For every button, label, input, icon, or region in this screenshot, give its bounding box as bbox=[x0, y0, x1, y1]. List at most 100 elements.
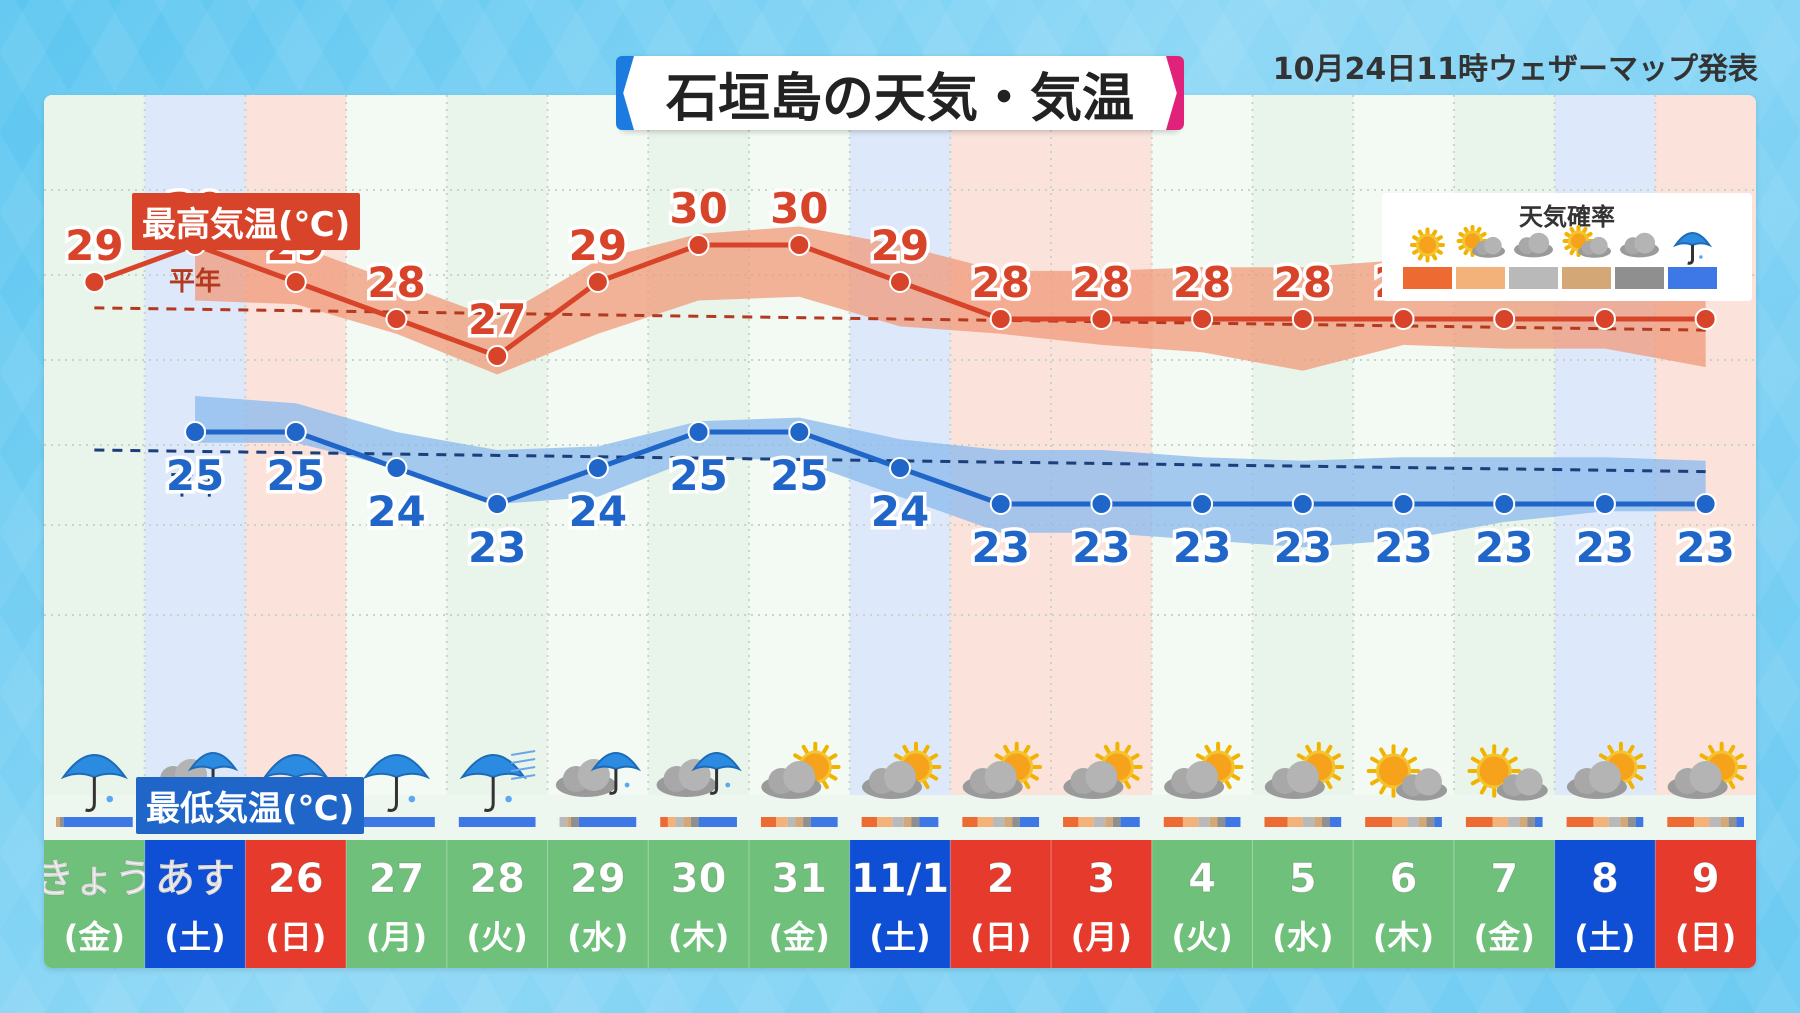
sun-ray bbox=[1029, 753, 1039, 761]
probability-segment bbox=[903, 817, 912, 827]
high-temp-point bbox=[1191, 308, 1214, 330]
low-temp-point bbox=[284, 421, 307, 443]
probability-segment bbox=[675, 817, 684, 827]
cloud-icon bbox=[1620, 232, 1659, 258]
high-temp-point bbox=[1493, 308, 1516, 330]
weather-icon-cloud-sun bbox=[1264, 741, 1345, 799]
sun-ray bbox=[1296, 753, 1306, 761]
date-cell-bg bbox=[1453, 840, 1556, 968]
day-of-week-label: (土) bbox=[1574, 918, 1635, 956]
high-temp-point bbox=[486, 345, 509, 367]
probability-segment bbox=[1736, 817, 1744, 827]
date-cell-bg bbox=[748, 840, 851, 968]
probability-segment bbox=[776, 817, 788, 827]
sun-ray bbox=[1412, 248, 1420, 255]
chart-panel: 平年平年293029282729303029282828282828282825… bbox=[44, 95, 1756, 968]
sun-ray bbox=[828, 773, 838, 781]
sun-ray bbox=[1124, 744, 1132, 755]
date-label: 2 bbox=[987, 856, 1015, 902]
probability-segment bbox=[1329, 817, 1342, 827]
sun-ray bbox=[1325, 779, 1333, 790]
probability-segment bbox=[660, 817, 668, 827]
weather-icon-sun-cloud bbox=[1467, 744, 1548, 801]
probability-segment bbox=[578, 817, 637, 827]
low-temp-point bbox=[1090, 493, 1113, 515]
probability-segment bbox=[1314, 817, 1322, 827]
cloud-icon bbox=[1514, 232, 1553, 258]
high-temp-point bbox=[586, 271, 609, 293]
sun-ray bbox=[1470, 756, 1481, 764]
day-of-week-label: (月) bbox=[366, 918, 427, 956]
date-cell-bg bbox=[1252, 840, 1354, 968]
probability-segment bbox=[1182, 817, 1199, 827]
high-temp-point bbox=[1694, 308, 1717, 330]
probability-segment bbox=[1519, 817, 1528, 827]
low-temp-point bbox=[1593, 493, 1616, 515]
low-temp-value-label: 23 bbox=[1676, 523, 1734, 572]
wind-line bbox=[511, 758, 536, 764]
probability-segment bbox=[892, 817, 904, 827]
sun-ray bbox=[793, 753, 803, 761]
probability-segment bbox=[1635, 817, 1644, 827]
probability-segment bbox=[1063, 817, 1079, 827]
high-temp-value-label: 28 bbox=[971, 258, 1029, 307]
high-temp-value-label: 29 bbox=[65, 221, 123, 270]
low-temp-value-label: 23 bbox=[1173, 523, 1231, 572]
sun-ray bbox=[1023, 779, 1031, 790]
sun-ray bbox=[928, 773, 939, 781]
probability-segment bbox=[1264, 817, 1288, 827]
probability-segment bbox=[876, 817, 893, 827]
high-temp-point bbox=[989, 308, 1012, 330]
column-bg-12 bbox=[1252, 95, 1354, 795]
probability-segment bbox=[1112, 817, 1121, 827]
low-temp-point bbox=[1291, 493, 1314, 515]
date-label: 28 bbox=[469, 856, 525, 902]
probability-segment bbox=[993, 817, 1005, 827]
date-label: 26 bbox=[268, 856, 324, 902]
high-temp-point bbox=[284, 271, 307, 293]
weather-icon-cloud-sun bbox=[1566, 741, 1647, 799]
sun-ray bbox=[922, 744, 930, 755]
weather-icon-sun-cloud bbox=[1366, 744, 1448, 801]
announcement: 10月24日11時ウェザーマップ発表 bbox=[1272, 52, 1758, 87]
high-temp-point bbox=[687, 234, 710, 256]
sun-ray bbox=[1475, 226, 1482, 235]
low-temp-value-label: 23 bbox=[1374, 523, 1432, 572]
low-temp-value-label: 24 bbox=[569, 487, 627, 536]
probability-segment bbox=[56, 817, 60, 827]
low-temp-point bbox=[586, 457, 609, 479]
date-cell-bg bbox=[849, 840, 951, 968]
probability-segment bbox=[1217, 817, 1226, 827]
sun-ray bbox=[821, 744, 829, 755]
day-of-week-label: (土) bbox=[869, 918, 930, 956]
probability-segment bbox=[1004, 817, 1013, 827]
sun-ray bbox=[1581, 226, 1588, 235]
low-temp-point bbox=[184, 421, 207, 443]
sun-ray bbox=[928, 753, 939, 761]
day-of-week-label: (木) bbox=[1373, 918, 1434, 956]
low-temp-value-label: 23 bbox=[468, 523, 526, 572]
sun-ray bbox=[1734, 773, 1744, 781]
date-label: 31 bbox=[771, 856, 827, 902]
date-label: 3 bbox=[1087, 856, 1115, 902]
page-title: 石垣島の天気・気温 bbox=[620, 56, 1180, 130]
probability-segment bbox=[911, 817, 920, 827]
probability-segment bbox=[1508, 817, 1520, 827]
cloud-puff bbox=[1186, 761, 1219, 793]
day-of-week-label: (金) bbox=[64, 918, 125, 956]
weather-icon-cloud-umbrella bbox=[555, 752, 642, 797]
sun-ray bbox=[1564, 244, 1572, 250]
sun-ray bbox=[1734, 753, 1744, 761]
date-cell-bg bbox=[44, 840, 146, 968]
umbrella-canopy bbox=[362, 754, 431, 780]
date-label: 11/1 bbox=[851, 856, 949, 902]
sun-ray bbox=[1479, 784, 1488, 795]
umbrella-handle bbox=[609, 769, 618, 795]
sun-ray bbox=[1585, 232, 1593, 238]
date-cell-bg bbox=[547, 840, 649, 968]
day-of-week-label: (日) bbox=[1675, 918, 1736, 956]
column-bg-11 bbox=[1151, 95, 1253, 795]
sun-ray bbox=[1379, 747, 1387, 758]
high-temp-value-label: 27 bbox=[468, 295, 526, 344]
sun-cloud-icon bbox=[1562, 225, 1611, 258]
